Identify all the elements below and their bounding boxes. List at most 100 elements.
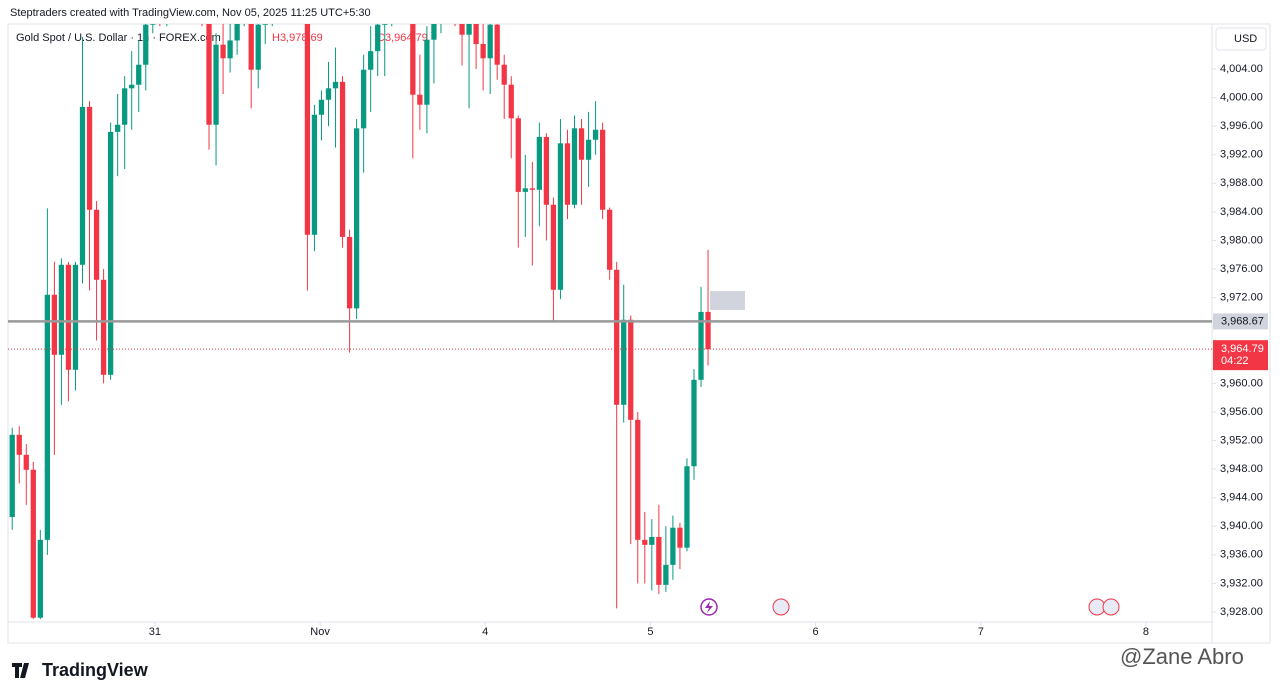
candle-body: [698, 311, 704, 380]
y-tick-label: 3,940.00: [1220, 520, 1263, 532]
x-tick-label: Nov: [310, 626, 330, 638]
candle-body: [431, 24, 437, 40]
candle-body: [508, 84, 514, 119]
candle-body: [677, 527, 683, 548]
x-tick-label: 4: [482, 626, 488, 638]
candle-body: [375, 24, 381, 52]
candle-body: [529, 188, 535, 190]
candle-body: [564, 143, 571, 205]
candle-body: [543, 136, 550, 205]
candle-body: [339, 81, 346, 237]
y-tick-label: 3,944.00: [1220, 492, 1263, 504]
event-bolt: [705, 601, 713, 613]
candle-body: [684, 466, 690, 548]
candle-body: [410, 24, 416, 95]
candle-body: [51, 294, 58, 355]
candle-body: [143, 24, 149, 65]
watermark: @Zane Abro: [1120, 644, 1244, 669]
brand: TradingView: [12, 660, 149, 680]
candle-body: [585, 139, 592, 160]
y-tick-label: 3,980.00: [1220, 234, 1263, 246]
candle-body: [578, 128, 585, 160]
candle-body: [129, 84, 135, 89]
y-tick-label: 3,992.00: [1220, 149, 1263, 161]
candle-body: [656, 536, 662, 585]
symbol-title: Gold Spot / U.S. Dollar · 1h · FOREX.com: [16, 32, 221, 44]
candle-body: [107, 131, 114, 375]
candle-body: [550, 204, 557, 290]
frame: [7, 23, 1271, 644]
candle-body: [332, 81, 339, 89]
candle-body: [150, 24, 156, 25]
candle-body: [663, 564, 669, 585]
price-line-tag: [1213, 313, 1268, 330]
candle-body: [368, 51, 374, 70]
candle-body: [649, 536, 655, 545]
last-price-tag: [1213, 340, 1268, 371]
candle-body: [607, 209, 613, 270]
candle-body: [206, 24, 212, 125]
y-tick-label: 4,000.00: [1220, 91, 1263, 103]
candle-body: [122, 88, 128, 125]
plot-area: [8, 24, 1212, 620]
candle-body: [318, 99, 325, 115]
candle-body: [691, 379, 697, 467]
countdown: 04:22: [1221, 355, 1249, 367]
candle-body: [522, 188, 528, 192]
y-tick-label: 3,932.00: [1220, 577, 1263, 589]
price-line-label: 3,968.67: [1221, 315, 1264, 327]
candle-body: [642, 539, 648, 545]
y-tick-label: 3,988.00: [1220, 177, 1263, 189]
candle-body: [621, 319, 627, 405]
event-icon[interactable]: [772, 598, 790, 616]
x-tick-label: 31: [149, 626, 161, 638]
candle-body: [325, 88, 332, 100]
y-tick-label: 3,984.00: [1220, 206, 1263, 218]
event-icon[interactable]: [1102, 598, 1120, 616]
candle-body: [480, 44, 486, 59]
candle-body: [571, 128, 578, 205]
candle-body: [487, 24, 493, 59]
candle-body: [234, 24, 240, 41]
ohlc-high: H3,978.69: [272, 32, 323, 44]
candle-body: [44, 294, 50, 540]
candle-body: [515, 118, 521, 192]
brand-logo: [12, 663, 29, 678]
candle-body: [115, 124, 121, 132]
candle-body: [227, 40, 233, 59]
y-tick-label: 4,004.00: [1220, 63, 1263, 75]
x-tick-label: 7: [978, 626, 984, 638]
y-tick-label: 3,960.00: [1220, 377, 1263, 389]
candle-body: [255, 24, 261, 70]
candle-body: [23, 454, 29, 470]
candle-body: [424, 39, 430, 105]
candle-body: [635, 419, 641, 540]
x-tick-label: 5: [647, 626, 653, 638]
event-icons: [700, 598, 1120, 616]
candle-body: [466, 24, 472, 35]
candle-body: [79, 106, 86, 265]
y-tick-label: 3,996.00: [1220, 120, 1263, 132]
candle-body: [72, 264, 79, 370]
x-tick-label: 8: [1143, 626, 1149, 638]
candle-body: [136, 64, 142, 85]
candle-body: [473, 24, 479, 45]
candle-body: [346, 236, 353, 309]
x-tick-label: 6: [813, 626, 819, 638]
candle-body: [417, 94, 423, 105]
candle-body: [248, 24, 254, 70]
candle-body: [262, 24, 268, 25]
y-tick-label: 3,936.00: [1220, 549, 1263, 561]
candle-body: [614, 269, 620, 405]
candle-body: [353, 128, 360, 309]
candle-body: [536, 136, 542, 190]
y-tick-label: 3,972.00: [1220, 292, 1263, 304]
candle-body: [65, 264, 72, 370]
y-tick-label: 3,928.00: [1220, 606, 1263, 618]
brand-name: TradingView: [42, 660, 149, 680]
candle-body: [30, 469, 36, 618]
y-tick-label: 3,948.00: [1220, 463, 1263, 475]
candle-body: [557, 143, 564, 290]
currency-box[interactable]: [1215, 27, 1267, 51]
